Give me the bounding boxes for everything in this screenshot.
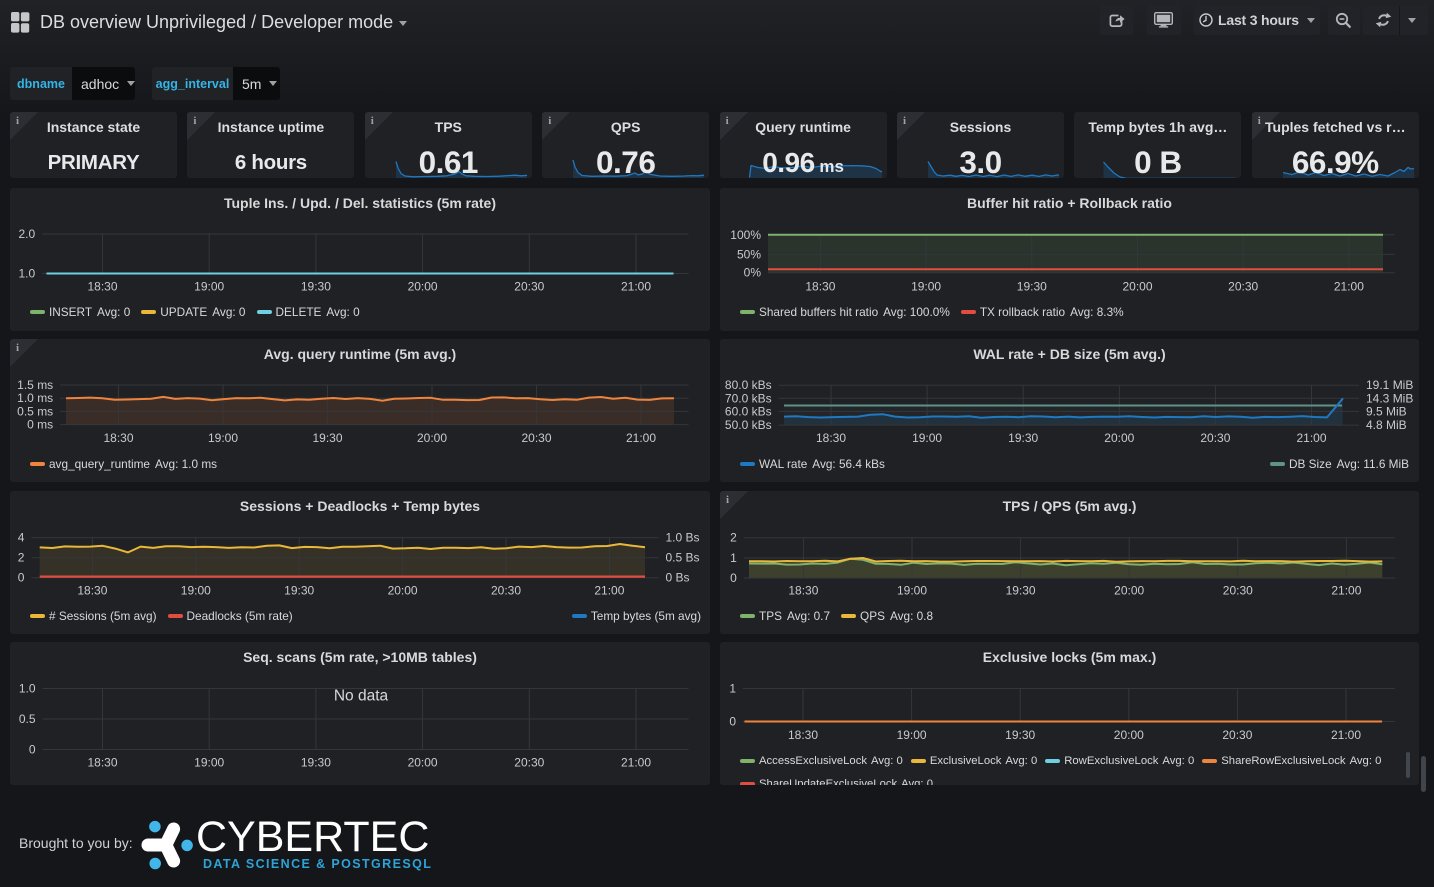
svg-text:19:00: 19:00: [897, 583, 927, 597]
svg-text:21:00: 21:00: [621, 756, 651, 770]
svg-text:100%: 100%: [730, 227, 761, 241]
svg-text:20:00: 20:00: [1114, 583, 1144, 597]
svg-text:1.5 ms: 1.5 ms: [17, 378, 53, 392]
svg-text:4.8 MiB: 4.8 MiB: [1366, 418, 1407, 432]
svg-text:21:00: 21:00: [621, 279, 651, 293]
svg-text:19.1 MiB: 19.1 MiB: [1366, 378, 1413, 392]
svg-text:19:30: 19:30: [1005, 728, 1035, 742]
svg-text:20:00: 20:00: [417, 431, 447, 445]
svg-text:20:30: 20:30: [1200, 431, 1230, 445]
svg-text:No data: No data: [334, 688, 389, 705]
svg-text:20:30: 20:30: [491, 583, 521, 597]
svg-text:18:30: 18:30: [87, 279, 117, 293]
svg-text:18:30: 18:30: [77, 583, 107, 597]
svg-text:18:30: 18:30: [788, 583, 818, 597]
svg-text:2.0: 2.0: [19, 227, 36, 241]
svg-text:20:00: 20:00: [1114, 728, 1144, 742]
svg-text:1: 1: [730, 551, 737, 565]
svg-text:19:00: 19:00: [181, 583, 211, 597]
svg-text:0%: 0%: [744, 265, 762, 279]
svg-text:4: 4: [18, 530, 25, 544]
svg-text:0.5: 0.5: [19, 712, 36, 726]
svg-text:18:30: 18:30: [87, 756, 117, 770]
svg-text:80.0 kBs: 80.0 kBs: [725, 378, 772, 392]
svg-text:0: 0: [730, 571, 737, 585]
svg-text:19:00: 19:00: [194, 279, 224, 293]
svg-text:14.3 MiB: 14.3 MiB: [1366, 391, 1413, 405]
svg-text:18:30: 18:30: [788, 728, 818, 742]
svg-text:1.0: 1.0: [19, 682, 36, 696]
svg-text:19:30: 19:30: [1008, 431, 1038, 445]
svg-text:0: 0: [18, 570, 25, 584]
svg-text:20:30: 20:30: [514, 279, 544, 293]
svg-text:18:30: 18:30: [805, 279, 835, 293]
svg-text:50.0 kBs: 50.0 kBs: [725, 418, 772, 432]
svg-text:20:30: 20:30: [1223, 583, 1253, 597]
svg-text:1: 1: [729, 682, 736, 696]
svg-text:19:00: 19:00: [911, 279, 941, 293]
svg-text:19:30: 19:30: [284, 583, 314, 597]
svg-text:20:30: 20:30: [521, 431, 551, 445]
svg-text:20:00: 20:00: [388, 583, 418, 597]
svg-text:0: 0: [729, 715, 736, 729]
svg-text:2: 2: [18, 550, 25, 564]
svg-text:19:00: 19:00: [194, 756, 224, 770]
svg-text:2: 2: [730, 530, 737, 544]
svg-text:21:00: 21:00: [626, 431, 656, 445]
svg-text:19:00: 19:00: [897, 728, 927, 742]
svg-text:1.0 Bs: 1.0 Bs: [666, 530, 700, 544]
svg-text:70.0 kBs: 70.0 kBs: [725, 391, 772, 405]
svg-text:18:30: 18:30: [103, 431, 133, 445]
svg-text:20:30: 20:30: [1222, 728, 1252, 742]
svg-text:9.5 MiB: 9.5 MiB: [1366, 404, 1407, 418]
svg-text:20:00: 20:00: [1104, 431, 1134, 445]
svg-text:1.0: 1.0: [19, 266, 36, 280]
svg-text:20:00: 20:00: [408, 279, 438, 293]
svg-text:20:00: 20:00: [408, 756, 438, 770]
svg-text:0.5 ms: 0.5 ms: [17, 404, 53, 418]
svg-text:0 ms: 0 ms: [27, 418, 53, 432]
svg-text:20:30: 20:30: [1228, 279, 1258, 293]
svg-text:0.5 Bs: 0.5 Bs: [666, 550, 700, 564]
svg-text:19:30: 19:30: [301, 756, 331, 770]
svg-text:50%: 50%: [737, 247, 761, 261]
svg-text:19:00: 19:00: [208, 431, 238, 445]
svg-text:20:00: 20:00: [1122, 279, 1152, 293]
svg-text:60.0 kBs: 60.0 kBs: [725, 404, 772, 418]
svg-text:0: 0: [29, 743, 36, 757]
svg-text:19:00: 19:00: [912, 431, 942, 445]
svg-text:21:00: 21:00: [1296, 431, 1326, 445]
svg-text:20:30: 20:30: [514, 756, 544, 770]
svg-text:18:30: 18:30: [816, 431, 846, 445]
svg-text:19:30: 19:30: [1017, 279, 1047, 293]
svg-text:19:30: 19:30: [301, 279, 331, 293]
svg-text:1.0 ms: 1.0 ms: [17, 391, 53, 405]
svg-text:21:00: 21:00: [594, 583, 624, 597]
svg-text:21:00: 21:00: [1334, 279, 1364, 293]
svg-text:19:30: 19:30: [1006, 583, 1036, 597]
svg-text:21:00: 21:00: [1331, 728, 1361, 742]
svg-text:21:00: 21:00: [1331, 583, 1361, 597]
svg-text:0 Bs: 0 Bs: [666, 570, 690, 584]
svg-text:19:30: 19:30: [312, 431, 342, 445]
